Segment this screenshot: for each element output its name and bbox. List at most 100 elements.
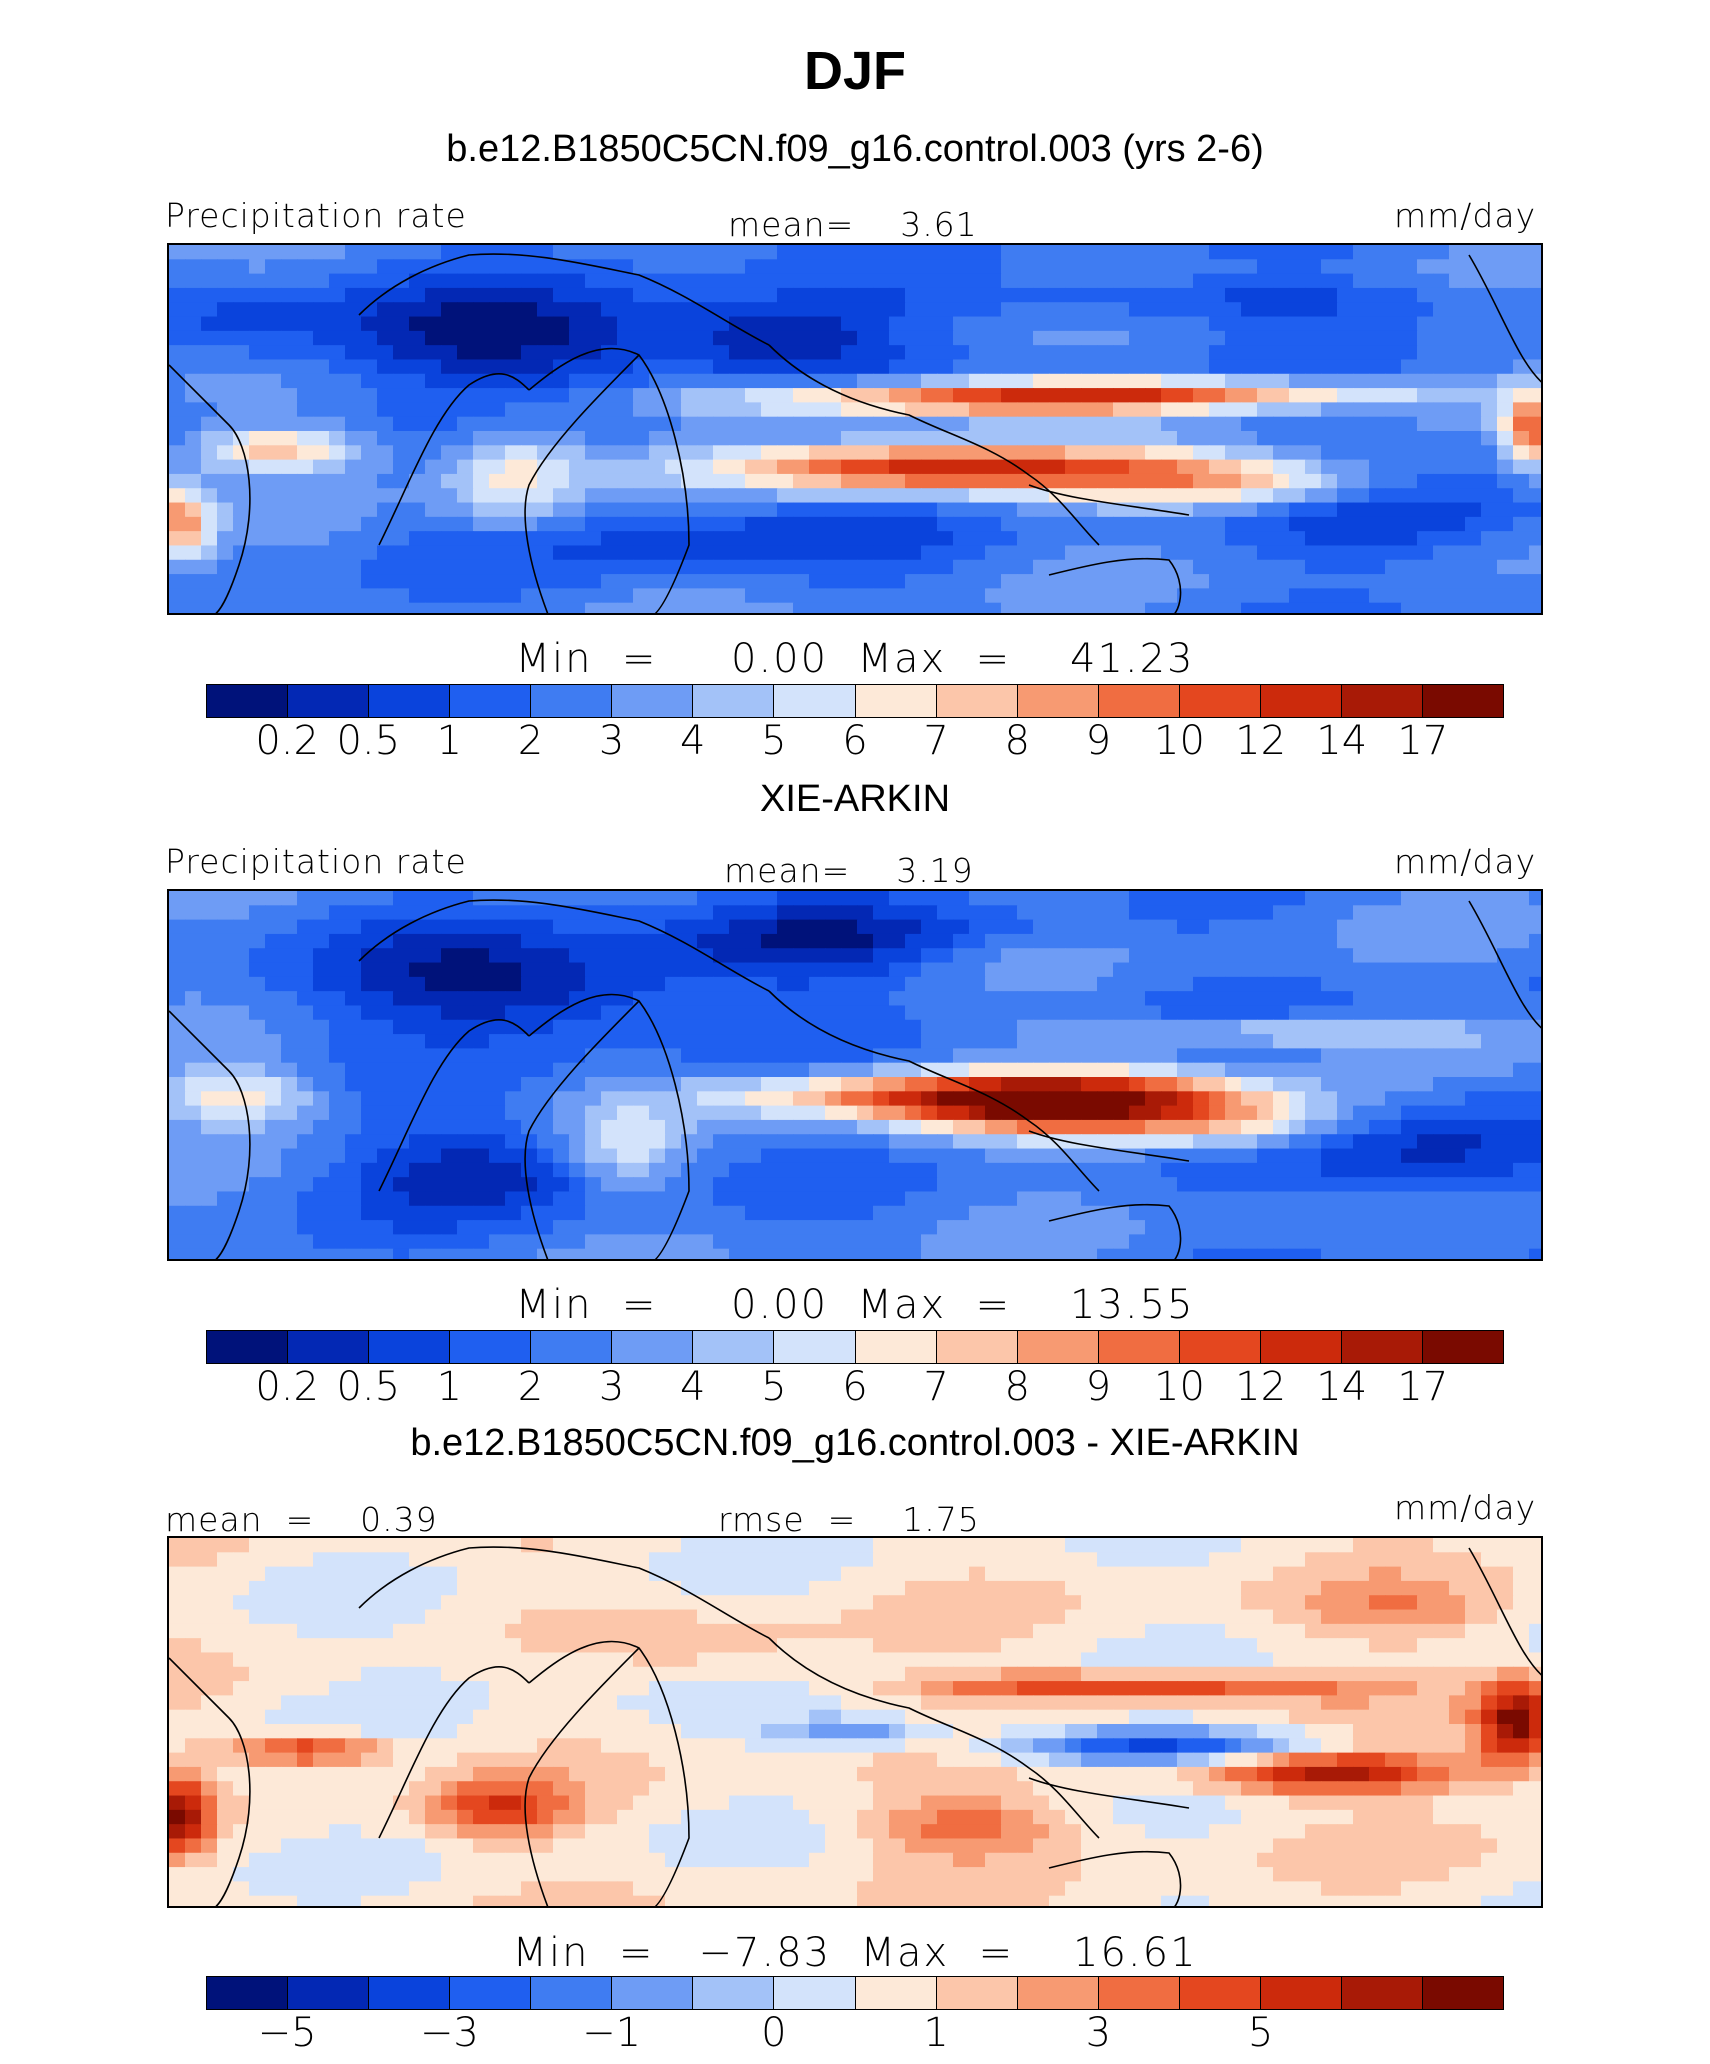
panel-2-minmax: Min = 0.00 Max = 13.55 (515, 1282, 1195, 1328)
colorbar-swatch (1179, 1331, 1261, 1363)
colorbar-tick-label: 1 (436, 1364, 463, 1410)
colorbar-tick-label: 3 (598, 718, 625, 764)
colorbar-tick-label: 2 (517, 718, 544, 764)
colorbar-swatch (693, 685, 775, 717)
colorbar-swatch (1179, 685, 1261, 717)
colorbar-tick-label: 0.5 (336, 718, 401, 764)
panel-2-units-label: mm/day (1394, 842, 1537, 881)
figure-title: DJF (803, 41, 906, 101)
colorbar-swatch (612, 1977, 694, 2009)
panel-3-subtitle: b.e12.B1850C5CN.f09_g16.control.003 - XI… (410, 1422, 1300, 1464)
colorbar-tick-label: 9 (1085, 718, 1112, 764)
colorbar-tick-label: 7 (923, 718, 949, 764)
colorbar-swatch (531, 1977, 613, 2009)
colorbar-tick-label: 14 (1316, 718, 1368, 764)
colorbar-tick-label: 4 (680, 1364, 706, 1410)
colorbar-swatch (936, 685, 1018, 717)
colorbar-swatch (1422, 1977, 1503, 2009)
colorbar-tick-label: 7 (923, 1364, 949, 1410)
colorbar-swatch (1017, 1977, 1099, 2009)
colorbar-swatch (1341, 1977, 1423, 2009)
panel-1-units-label: mm/day (1394, 196, 1537, 235)
colorbar-tick-label: 1 (923, 2010, 949, 2056)
panel-3-colorbar (206, 1976, 1504, 2010)
colorbar-swatch (855, 1977, 937, 2009)
colorbar-swatch (774, 1977, 856, 2009)
panel-2-mean-label: mean= 3.19 (724, 851, 974, 890)
colorbar-swatch (207, 685, 289, 717)
colorbar-swatch (612, 685, 694, 717)
colorbar-swatch (207, 1977, 289, 2009)
colorbar-swatch (369, 1331, 451, 1363)
colorbar-swatch (1098, 1331, 1180, 1363)
colorbar-swatch (531, 685, 613, 717)
colorbar-swatch (369, 685, 451, 717)
colorbar-swatch (855, 1331, 937, 1363)
colorbar-swatch (1260, 685, 1342, 717)
panel-1-mean-label: mean= 3.61 (728, 205, 978, 244)
panel-3-colorbar-ticks: −5 −3 −1 0 1 3 5 (0, 2010, 1710, 2060)
colorbar-swatch (288, 685, 370, 717)
colorbar-tick-label: 14 (1316, 1364, 1368, 1410)
colorbar-swatch (288, 1977, 370, 2009)
colorbar-swatch (450, 1977, 532, 2009)
colorbar-swatch (1260, 1331, 1342, 1363)
panel-3-map (167, 1536, 1543, 1908)
colorbar-swatch (855, 685, 937, 717)
panel-1-map (167, 243, 1543, 615)
panel-2-map (167, 889, 1543, 1261)
colorbar-tick-label: 1 (436, 718, 463, 764)
colorbar-swatch (1017, 685, 1099, 717)
colorbar-tick-label: 0.2 (255, 1364, 319, 1410)
colorbar-tick-label: 17 (1397, 718, 1449, 764)
colorbar-swatch (1179, 1977, 1261, 2009)
colorbar-swatch (936, 1977, 1018, 2009)
colorbar-tick-label: −1 (582, 2010, 642, 2056)
colorbar-swatch (774, 685, 856, 717)
colorbar-swatch (774, 1331, 856, 1363)
panel-3-minmax: Min = −7.83 Max = 16.61 (512, 1930, 1198, 1976)
colorbar-swatch (693, 1977, 775, 2009)
colorbar-tick-label: 6 (842, 1364, 868, 1410)
panel-3-units-label: mm/day (1394, 1488, 1537, 1527)
colorbar-tick-label: −3 (419, 2010, 479, 2056)
colorbar-swatch (369, 1977, 451, 2009)
panel-2-colorbar (206, 1330, 1504, 1364)
colorbar-swatch (1098, 1977, 1180, 2009)
colorbar-tick-label: 8 (1004, 1364, 1030, 1410)
colorbar-tick-label: 5 (761, 1364, 787, 1410)
panel-1-subtitle: b.e12.B1850C5CN.f09_g16.control.003 (yrs… (446, 128, 1264, 170)
colorbar-tick-label: 2 (517, 1364, 544, 1410)
colorbar-tick-label: 5 (1247, 2010, 1274, 2056)
colorbar-swatch (531, 1331, 613, 1363)
panel-1-left-label: Precipitation rate (165, 196, 467, 235)
colorbar-tick-label: 9 (1085, 1364, 1112, 1410)
colorbar-tick-label: 3 (598, 1364, 625, 1410)
colorbar-swatch (936, 1331, 1018, 1363)
colorbar-tick-label: 12 (1235, 1364, 1287, 1410)
colorbar-swatch (450, 685, 532, 717)
colorbar-tick-label: 5 (761, 718, 787, 764)
panel-2-left-label: Precipitation rate (165, 842, 467, 881)
panel-2-colorbar-ticks: 0.2 0.5 1 2 3 4 5 6 7 8 9 10 12 14 17 (0, 1364, 1710, 1414)
colorbar-tick-label: −5 (257, 2010, 317, 2056)
colorbar-swatch (1422, 1331, 1503, 1363)
colorbar-swatch (1260, 1977, 1342, 2009)
colorbar-tick-label: 4 (680, 718, 706, 764)
colorbar-tick-label: 6 (842, 718, 868, 764)
colorbar-swatch (1422, 685, 1503, 717)
colorbar-swatch (288, 1331, 370, 1363)
colorbar-tick-label: 3 (1085, 2010, 1112, 2056)
panel-1-colorbar-ticks: 0.2 0.5 1 2 3 4 5 6 7 8 9 10 12 14 17 (0, 718, 1710, 768)
colorbar-tick-label: 8 (1004, 718, 1030, 764)
colorbar-tick-label: 17 (1397, 1364, 1449, 1410)
panel-1-colorbar (206, 684, 1504, 718)
colorbar-swatch (612, 1331, 694, 1363)
colorbar-tick-label: 12 (1235, 718, 1287, 764)
panel-3-rmse-label: rmse = 1.75 (718, 1500, 980, 1539)
colorbar-tick-label: 0.5 (336, 1364, 401, 1410)
colorbar-tick-label: 0.2 (255, 718, 319, 764)
colorbar-swatch (1017, 1331, 1099, 1363)
panel-2-subtitle: XIE-ARKIN (759, 778, 951, 820)
panel-1-minmax: Min = 0.00 Max = 41.23 (515, 636, 1195, 682)
